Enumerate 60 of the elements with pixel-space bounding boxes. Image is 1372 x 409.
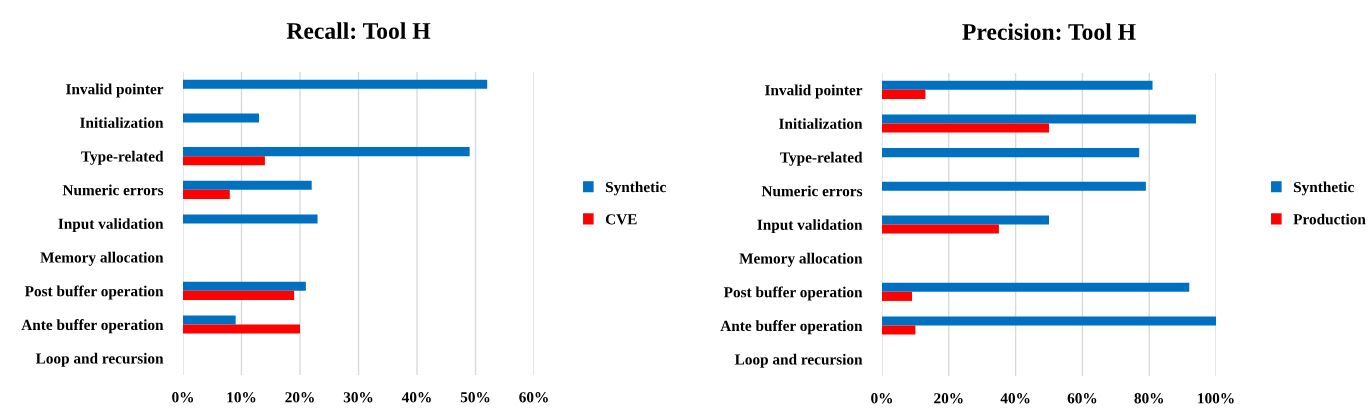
x-tick-label: 60% [1067, 393, 1097, 404]
y-tick-label: Invalid pointer [66, 83, 164, 98]
y-tick-label: Input validation [58, 218, 164, 233]
y-tick-label: Memory allocation [739, 252, 863, 267]
y-tick-label: Post buffer operation [723, 286, 863, 301]
bar [183, 214, 318, 224]
bar [183, 290, 295, 300]
x-tick-label: 0% [871, 393, 893, 404]
y-tick-label: Invalid pointer [765, 84, 863, 99]
x-tick-label: 10% [227, 392, 256, 403]
x-tick-label: 20% [285, 392, 314, 403]
bar [183, 156, 265, 166]
y-tick-label: Type-related [81, 150, 164, 165]
y-tick-label: Numeric errors [761, 185, 863, 197]
bar [882, 224, 999, 234]
bar [183, 113, 260, 123]
bar [882, 181, 1146, 191]
bar [882, 89, 926, 99]
y-tick-label: Initialization [779, 118, 863, 129]
x-tick-label: 0% [172, 392, 194, 403]
legend-label: Production [1293, 213, 1366, 225]
y-tick-label: Post buffer operation [24, 285, 164, 300]
x-tick-label: 20% [934, 393, 963, 404]
bar [183, 324, 300, 334]
y-tick-label: Initialization [80, 117, 164, 128]
y-tick-label: Loop and recursion [35, 352, 164, 367]
legend-label: CVE [605, 214, 637, 225]
bar [882, 80, 1153, 90]
bar [183, 147, 470, 157]
bar [882, 325, 916, 335]
bar [882, 148, 1140, 158]
bar [882, 215, 1049, 225]
chart-title: Recall: Tool H [286, 22, 431, 39]
bar [882, 291, 913, 301]
bar [882, 316, 1216, 326]
chart-title: Precision: Tool H [962, 23, 1136, 40]
y-tick-label: Input validation [757, 219, 863, 234]
x-tick-label: 30% [343, 392, 373, 403]
y-tick-label: Ante buffer operation [720, 320, 863, 335]
y-tick-label: Memory allocation [40, 251, 164, 266]
x-tick-label: 60% [519, 392, 548, 403]
bar [882, 282, 1190, 292]
bar [183, 180, 312, 190]
bar [882, 123, 1049, 133]
y-tick-label: Type-related [780, 151, 863, 166]
x-tick-label: 40% [1000, 393, 1030, 404]
bar [882, 114, 1196, 124]
bar [183, 315, 236, 325]
legend-label: Synthetic [1293, 181, 1354, 196]
x-tick-label: 100% [1198, 393, 1234, 404]
y-tick-label: Numeric errors [62, 184, 164, 196]
bar [183, 79, 488, 89]
bar [183, 281, 306, 291]
x-tick-label: 80% [1134, 393, 1164, 404]
y-tick-label: Ante buffer operation [21, 319, 164, 334]
legend-label: Synthetic [605, 181, 666, 196]
bar [183, 189, 230, 199]
x-tick-label: 40% [401, 392, 431, 403]
y-tick-label: Loop and recursion [734, 353, 863, 368]
x-tick-label: 50% [460, 392, 490, 403]
